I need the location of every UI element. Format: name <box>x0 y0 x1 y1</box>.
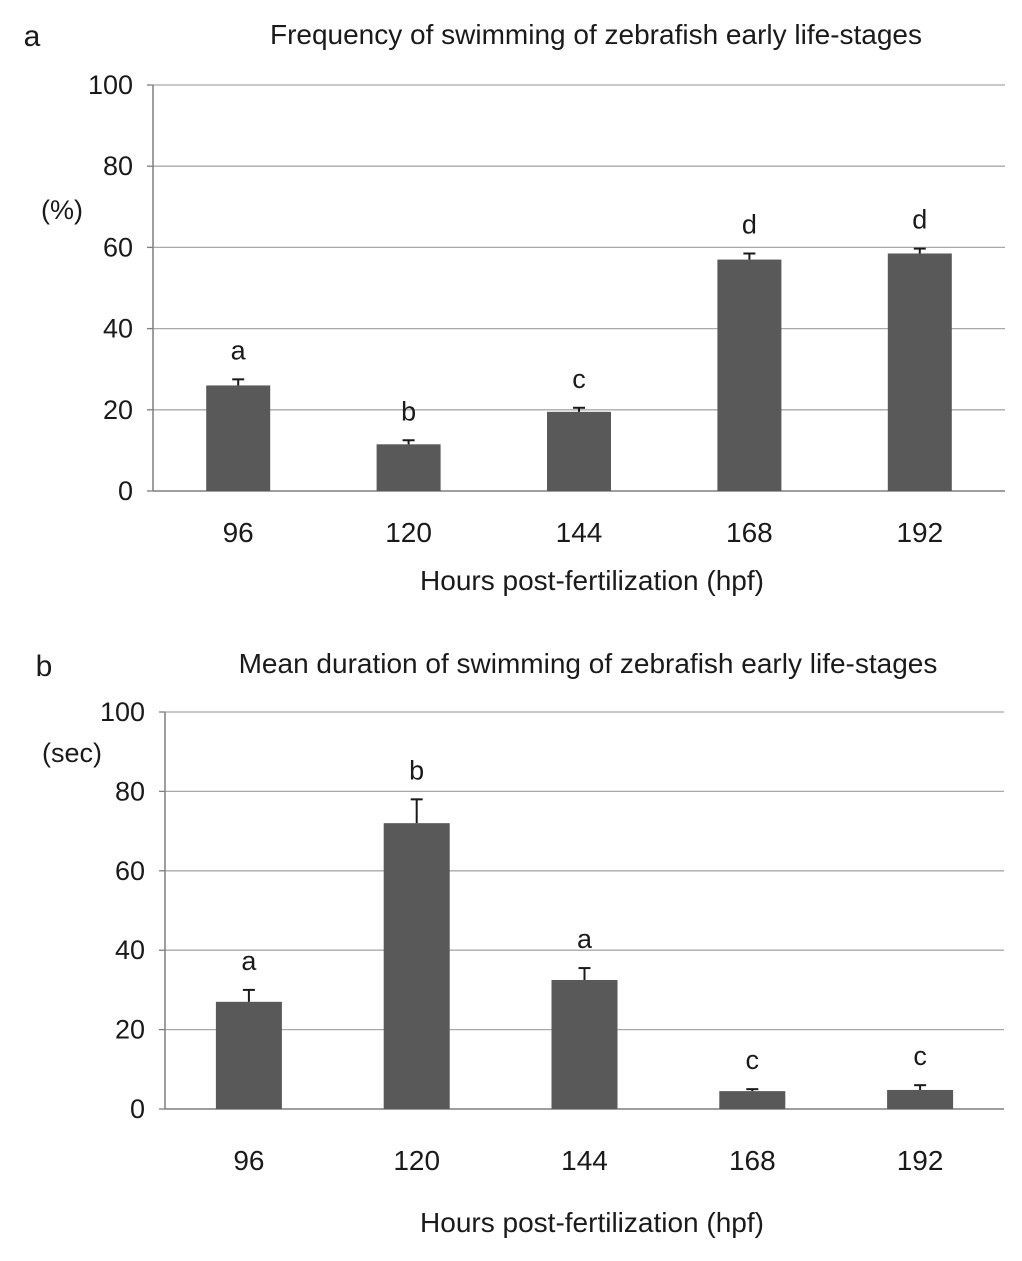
y-tick-label: 100 <box>88 70 133 100</box>
y-tick-label: 100 <box>100 697 145 727</box>
significance-label-96: a <box>241 946 257 976</box>
significance-label-96: a <box>231 335 247 365</box>
bar-168 <box>717 259 782 491</box>
y-tick-label: 40 <box>103 314 133 344</box>
y-axis-unit-label: (%) <box>41 195 83 225</box>
y-tick-label: 20 <box>115 1015 145 1045</box>
x-tick-label-120: 120 <box>393 1145 440 1176</box>
significance-label-120: b <box>409 755 424 785</box>
bar-120 <box>376 444 441 491</box>
y-tick-label: 0 <box>130 1094 145 1124</box>
y-tick-label: 60 <box>103 232 133 262</box>
y-tick-label: 0 <box>118 476 133 506</box>
bar-96 <box>215 1001 282 1109</box>
x-tick-label-192: 192 <box>897 1145 944 1176</box>
bar-96 <box>206 385 271 491</box>
x-axis-title: Hours post-fertilization (hpf) <box>420 1207 764 1238</box>
x-tick-label-168: 168 <box>726 517 773 548</box>
panel-letter: a <box>24 20 41 53</box>
bar-192 <box>887 1089 954 1109</box>
panel-letter: b <box>36 650 53 683</box>
bar-120 <box>383 823 450 1109</box>
x-tick-label-120: 120 <box>385 517 432 548</box>
y-tick-label: 80 <box>103 151 133 181</box>
x-tick-label-144: 144 <box>556 517 603 548</box>
y-tick-label: 80 <box>115 776 145 806</box>
significance-label-120: b <box>401 396 416 426</box>
bar-144 <box>551 979 618 1109</box>
bar-144 <box>547 411 611 491</box>
x-tick-label-96: 96 <box>233 1145 264 1176</box>
x-tick-label-144: 144 <box>561 1145 608 1176</box>
significance-label-144: a <box>577 924 593 954</box>
significance-label-192: d <box>912 205 927 235</box>
bar-192 <box>887 253 952 491</box>
significance-label-192: c <box>913 1041 927 1071</box>
significance-label-168: c <box>746 1045 760 1075</box>
y-axis-unit-label: (sec) <box>42 738 102 768</box>
y-tick-label: 40 <box>115 935 145 965</box>
x-axis-title: Hours post-fertilization (hpf) <box>420 565 764 596</box>
significance-label-144: c <box>572 364 586 394</box>
x-tick-label-192: 192 <box>896 517 943 548</box>
y-tick-label: 60 <box>115 856 145 886</box>
significance-label-168: d <box>742 209 757 239</box>
y-tick-label: 20 <box>103 395 133 425</box>
chart-panel-b: b Mean duration of swimming of zebrafish … <box>36 648 1004 1238</box>
x-tick-label-96: 96 <box>223 517 254 548</box>
chart-title: Frequency of swimming of zebrafish early… <box>270 19 922 50</box>
chart-panel-a: a Frequency of swimming of zebrafish earl… <box>24 19 1005 596</box>
bar-168 <box>719 1091 786 1109</box>
x-tick-label-168: 168 <box>729 1145 776 1176</box>
chart-title: Mean duration of swimming of zebrafish e… <box>239 648 938 679</box>
